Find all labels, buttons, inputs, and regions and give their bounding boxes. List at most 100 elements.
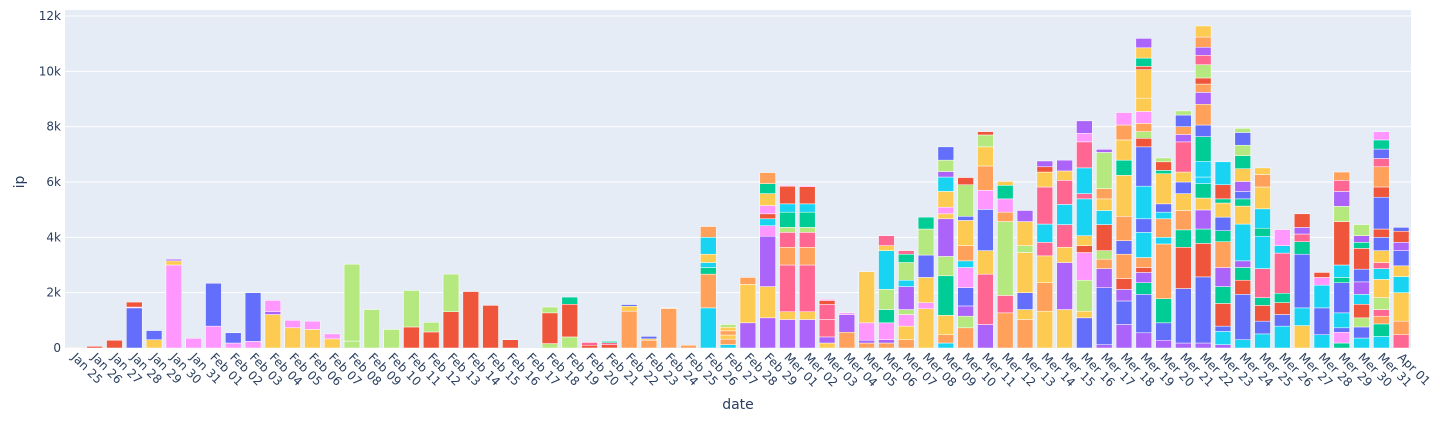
bar-segment[interactable] — [917, 277, 935, 303]
bar-segment[interactable] — [1175, 134, 1192, 143]
bar-segment[interactable] — [1115, 278, 1133, 290]
bar-segment[interactable] — [1373, 279, 1390, 298]
bar-segment[interactable] — [1115, 159, 1133, 176]
bar-segment[interactable] — [264, 300, 282, 313]
bar-segment[interactable] — [957, 287, 974, 307]
bar-segment[interactable] — [1373, 336, 1390, 349]
bar-segment[interactable] — [1155, 161, 1172, 171]
bar-segment[interactable] — [442, 311, 460, 349]
bar-segment[interactable] — [1333, 171, 1350, 181]
bar-segment[interactable] — [1254, 167, 1271, 175]
bar-segment[interactable] — [759, 235, 776, 287]
bar-segment[interactable] — [1096, 149, 1113, 153]
bar-segment[interactable] — [1175, 342, 1192, 349]
bar-segment[interactable] — [1333, 331, 1350, 344]
bar-segment[interactable] — [1373, 323, 1390, 337]
bar-segment[interactable] — [1155, 298, 1172, 324]
bar-segment[interactable] — [1175, 229, 1192, 248]
bar-segment[interactable] — [759, 317, 776, 349]
bar-segment[interactable] — [324, 338, 341, 349]
bar-segment[interactable] — [700, 226, 717, 238]
bar-segment[interactable] — [1373, 186, 1390, 198]
bar-segment[interactable] — [898, 339, 915, 349]
bar-segment[interactable] — [1214, 241, 1232, 268]
bar-segment[interactable] — [1254, 333, 1271, 349]
bar-segment[interactable] — [759, 172, 776, 184]
bar-segment[interactable] — [1234, 181, 1251, 192]
bar-segment[interactable] — [1175, 193, 1192, 211]
bar-segment[interactable] — [1274, 302, 1291, 315]
bar-segment[interactable] — [1155, 203, 1172, 213]
bar-segment[interactable] — [244, 341, 262, 349]
bar-segment[interactable] — [1194, 197, 1212, 211]
bar-segment[interactable] — [997, 221, 1014, 296]
bar-segment[interactable] — [1036, 171, 1053, 188]
bar-segment[interactable] — [1096, 268, 1113, 288]
bar-segment[interactable] — [719, 334, 737, 340]
bar-segment[interactable] — [1214, 344, 1232, 349]
bar-segment[interactable] — [1214, 202, 1232, 218]
bar-segment[interactable] — [1194, 183, 1212, 199]
bar-segment[interactable] — [1115, 240, 1133, 255]
bar-segment[interactable] — [1373, 158, 1390, 168]
bar-segment[interactable] — [1392, 334, 1410, 349]
bar-segment[interactable] — [1214, 184, 1232, 200]
bar-segment[interactable] — [977, 165, 994, 191]
bar-segment[interactable] — [1392, 250, 1410, 267]
bar-segment[interactable] — [1135, 123, 1152, 132]
bar-segment[interactable] — [779, 227, 796, 233]
bar-segment[interactable] — [1313, 307, 1331, 335]
bar-segment[interactable] — [1293, 233, 1311, 243]
bar-segment[interactable] — [799, 311, 816, 320]
bar-segment[interactable] — [1016, 292, 1034, 310]
bar-segment[interactable] — [1254, 227, 1271, 237]
bar-segment[interactable] — [244, 292, 262, 342]
bar-segment[interactable] — [997, 185, 1014, 200]
bar-segment[interactable] — [1175, 210, 1192, 231]
bar-segment[interactable] — [779, 185, 796, 205]
bar-segment[interactable] — [957, 220, 974, 246]
bar-segment[interactable] — [937, 334, 955, 344]
bar-segment[interactable] — [1036, 242, 1053, 257]
bar-segment[interactable] — [1392, 230, 1410, 243]
bar-segment[interactable] — [1076, 252, 1093, 281]
bar-segment[interactable] — [423, 322, 440, 333]
bar-segment[interactable] — [1392, 265, 1410, 277]
bar-segment[interactable] — [719, 330, 737, 336]
bar-segment[interactable] — [739, 284, 757, 324]
bar-segment[interactable] — [739, 277, 757, 285]
bar-segment[interactable] — [1234, 155, 1251, 169]
bar-segment[interactable] — [917, 308, 935, 349]
bar-segment[interactable] — [1016, 319, 1034, 349]
bar-segment[interactable] — [1254, 320, 1271, 335]
bar-segment[interactable] — [601, 341, 618, 343]
bar-segment[interactable] — [284, 320, 301, 329]
bar-segment[interactable] — [779, 203, 796, 213]
bar-segment[interactable] — [1234, 132, 1251, 146]
bar-segment[interactable] — [997, 295, 1014, 314]
bar-segment[interactable] — [660, 307, 677, 309]
bar-segment[interactable] — [1115, 216, 1133, 241]
bar-segment[interactable] — [838, 312, 856, 315]
bar-segment[interactable] — [1333, 277, 1350, 283]
bar-segment[interactable] — [1096, 210, 1113, 225]
bar-segment[interactable] — [541, 306, 559, 314]
bar-segment[interactable] — [1254, 174, 1271, 188]
bar-segment[interactable] — [898, 314, 915, 327]
bar-segment[interactable] — [858, 271, 875, 324]
bar-segment[interactable] — [818, 342, 836, 349]
bar-segment[interactable] — [1333, 312, 1350, 329]
bar-segment[interactable] — [1214, 161, 1232, 186]
bar-segment[interactable] — [700, 253, 717, 263]
bar-segment[interactable] — [1353, 242, 1370, 249]
bar-segment[interactable] — [937, 342, 955, 349]
bar-segment[interactable] — [779, 311, 796, 320]
bar-segment[interactable] — [1194, 176, 1212, 184]
bar-segment[interactable] — [1194, 47, 1212, 56]
bar-segment[interactable] — [1135, 332, 1152, 349]
bar-segment[interactable] — [898, 250, 915, 255]
bar-segment[interactable] — [1076, 133, 1093, 143]
bar-segment[interactable] — [1313, 277, 1331, 286]
bar-segment[interactable] — [937, 176, 955, 192]
bar-segment[interactable] — [1234, 168, 1251, 182]
